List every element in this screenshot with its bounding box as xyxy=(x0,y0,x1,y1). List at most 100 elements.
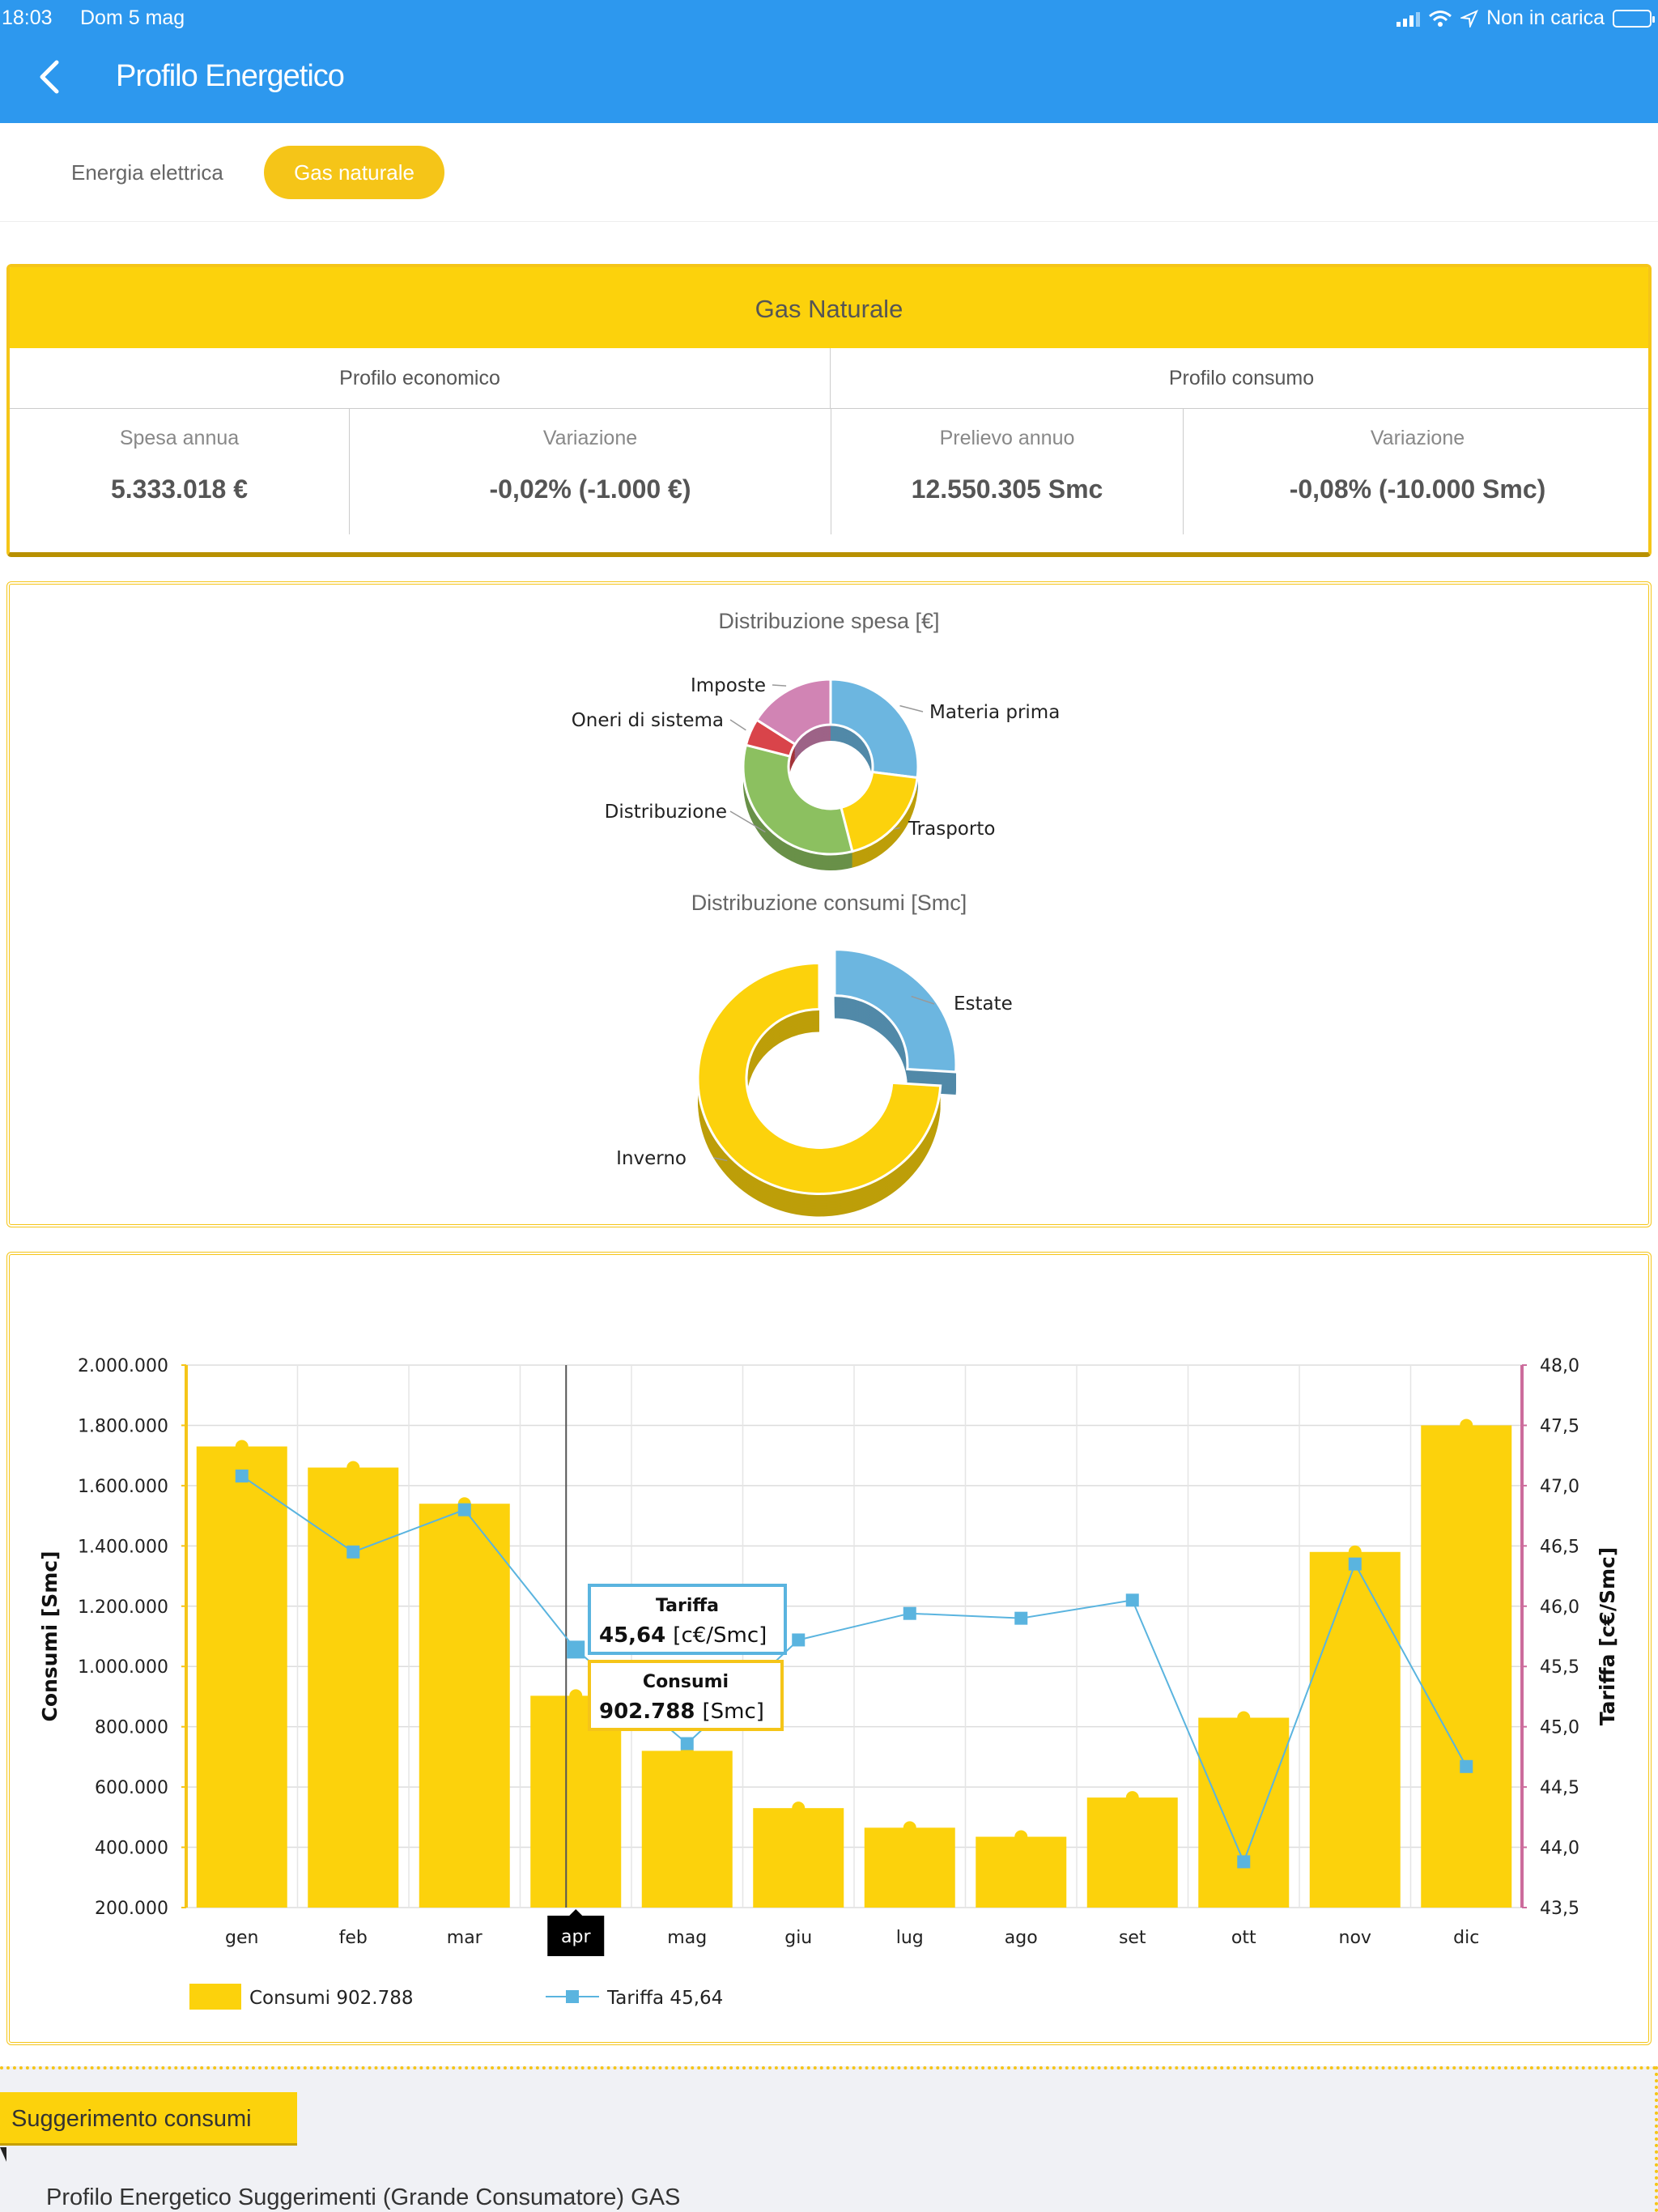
x-tick-label-nov: nov xyxy=(1339,1928,1371,1948)
status-date: Dom 5 mag xyxy=(80,6,185,29)
tariff-point-lug[interactable] xyxy=(903,1606,916,1620)
tariff-point-set[interactable] xyxy=(1125,1593,1139,1607)
bar-marker-nov xyxy=(1348,1545,1362,1559)
tariff-line xyxy=(241,1475,1468,1865)
spend-label-imposte: Imposte xyxy=(691,675,766,696)
y2-tick-label: 44,5 xyxy=(1540,1778,1579,1798)
tariff-point-dic[interactable] xyxy=(1460,1759,1473,1773)
suggestion-tag[interactable]: Suggerimento consumi xyxy=(0,2092,297,2146)
battery-status-text: Non in carica xyxy=(1486,6,1605,29)
bar-marker-set xyxy=(1125,1791,1139,1805)
tariff-point-nov[interactable] xyxy=(1348,1557,1362,1571)
bar-marker-feb xyxy=(346,1461,360,1474)
annual-withdrawal-value: 12.550.305 Smc xyxy=(911,474,1103,504)
monthly-consumption-chart: 200.000 400.000 600.000 800.000 1.000.000 1.2… xyxy=(38,1356,1619,2010)
y2-tick-label: 47,0 xyxy=(1540,1477,1579,1497)
x-tick-label-feb: feb xyxy=(339,1928,368,1948)
selected-x-label-box xyxy=(547,1916,605,1956)
tariff-point-mar[interactable] xyxy=(457,1503,471,1516)
tariff-tooltip: Tariffa 45,64 [c€/Smc] xyxy=(588,1584,787,1655)
bar-marker-giu xyxy=(792,1802,806,1815)
tab-gas-naturale[interactable]: Gas naturale xyxy=(264,146,444,199)
cellular-signal-icon xyxy=(1397,11,1421,27)
spend-slice-materia-prima[interactable] xyxy=(829,678,920,780)
x-tick-label-giu: giu xyxy=(784,1928,812,1948)
spend-slice-trasporto[interactable] xyxy=(840,770,919,853)
legend-consumi-label[interactable]: Consumi 902.788 xyxy=(249,1988,414,2009)
spend-variation-value: -0,02% (-1.000 €) xyxy=(489,474,691,504)
tariff-tooltip-title: Tariffa xyxy=(656,1596,719,1616)
bar-marker-lug xyxy=(903,1821,916,1835)
bar-feb[interactable] xyxy=(308,1467,399,1908)
chevron-left-icon[interactable] xyxy=(32,59,68,95)
spend-slice-imposte[interactable] xyxy=(755,678,832,747)
spend-label-materia-prima: Materia prima xyxy=(929,702,1060,723)
consumption-slice-inverno[interactable] xyxy=(696,961,942,1195)
spend-label-oneri-di-sistema: Oneri di sistema xyxy=(572,710,724,731)
spend-connector xyxy=(899,704,924,713)
consumption-profile-header: Profilo consumo xyxy=(1168,367,1315,389)
spend-label-distribuzione: Distribuzione xyxy=(605,802,727,823)
bar-marker-dic xyxy=(1460,1419,1473,1432)
x-tick-label-ott: ott xyxy=(1231,1928,1256,1948)
energy-tabs: Energia elettrica Gas naturale xyxy=(0,123,1658,222)
battery-icon xyxy=(1613,9,1655,28)
wifi-icon xyxy=(1429,10,1452,27)
tariff-point-ago[interactable] xyxy=(1014,1611,1028,1625)
bar-ott[interactable] xyxy=(1198,1717,1290,1908)
tariff-point-feb[interactable] xyxy=(346,1545,360,1559)
annual-spend-cell: Spesa annua 5.333.018 € xyxy=(10,409,349,534)
tab-energia-elettrica[interactable]: Energia elettrica xyxy=(71,160,223,185)
consumption-slice-estate[interactable] xyxy=(833,948,958,1074)
legend-tariffa-swatch[interactable] xyxy=(566,1990,579,2003)
consumption-variation-label: Variazione xyxy=(1370,427,1465,449)
x-tick-label-set: set xyxy=(1119,1928,1146,1948)
suggestion-section: Suggerimento consumi Profilo Energetico … xyxy=(0,2066,1658,2212)
consumption-tooltip-value: 902.788 [Smc] xyxy=(599,1699,764,1724)
distribution-charts-card: Distribuzione spesa [€] Distribuzione co… xyxy=(6,581,1652,1227)
legend-tariffa-label[interactable]: Tariffa 45,64 xyxy=(606,1988,723,2009)
spend-variation-label: Variazione xyxy=(542,427,638,449)
y-tick-label: 1.000.000 xyxy=(78,1657,168,1678)
spend-variation-cell: Variazione -0,02% (-1.000 €) xyxy=(350,409,831,534)
x-tick-label-mag: mag xyxy=(667,1928,707,1948)
tariff-point-gen[interactable] xyxy=(235,1469,249,1482)
bar-mar[interactable] xyxy=(419,1504,510,1908)
bar-gen[interactable] xyxy=(196,1446,287,1908)
bar-mag[interactable] xyxy=(641,1750,733,1908)
status-bar: 18:03 Dom 5 mag Non in carica xyxy=(0,5,1658,32)
bar-giu[interactable] xyxy=(753,1808,844,1908)
x-tick-label-ago: ago xyxy=(1005,1928,1038,1948)
y-tick-label: 2.000.000 xyxy=(78,1356,168,1376)
y-tick-label: 600.000 xyxy=(95,1778,168,1798)
y2-tick-label: 43,5 xyxy=(1540,1899,1579,1919)
y2-tick-label: 46,0 xyxy=(1540,1597,1579,1618)
economic-profile-header: Profilo economico xyxy=(10,348,831,409)
tariff-point-giu[interactable] xyxy=(792,1633,806,1647)
tariff-point-ott[interactable] xyxy=(1237,1855,1251,1869)
suggestion-text: Profilo Energetico Suggerimenti (Grande … xyxy=(46,2184,681,2210)
location-icon xyxy=(1460,9,1479,28)
y2-tick-label: 47,5 xyxy=(1540,1416,1579,1436)
bar-apr[interactable] xyxy=(530,1695,622,1908)
bar-lug[interactable] xyxy=(864,1827,955,1908)
bar-ago[interactable] xyxy=(976,1836,1067,1908)
consumption-tooltip: Consumi 902.788 [Smc] xyxy=(588,1660,784,1731)
consumption-connector xyxy=(713,1157,728,1162)
tariff-point-apr[interactable] xyxy=(567,1640,585,1659)
annual-withdrawal-label: Prelievo annuo xyxy=(939,427,1075,449)
consumption-variation-value: -0,08% (-10.000 Smc) xyxy=(1289,474,1546,504)
consumption-variation-cell: Variazione -0,08% (-10.000 Smc) xyxy=(1184,409,1648,534)
spend-slice-distribuzione[interactable] xyxy=(742,743,854,856)
spend-connector xyxy=(729,810,766,833)
y-tick-label: 1.800.000 xyxy=(78,1416,168,1436)
tariff-point-mag[interactable] xyxy=(680,1737,694,1750)
y-tick-label: 200.000 xyxy=(95,1899,168,1919)
bar-set[interactable] xyxy=(1086,1797,1178,1908)
y-tick-label: 1.400.000 xyxy=(78,1537,168,1557)
bar-nov[interactable] xyxy=(1309,1551,1401,1908)
legend-consumi-swatch[interactable] xyxy=(189,1984,241,2010)
bar-dic[interactable] xyxy=(1421,1425,1512,1908)
consumption-label-estate: Estate xyxy=(954,993,1013,1015)
page-title: Profilo Energetico xyxy=(116,59,345,93)
